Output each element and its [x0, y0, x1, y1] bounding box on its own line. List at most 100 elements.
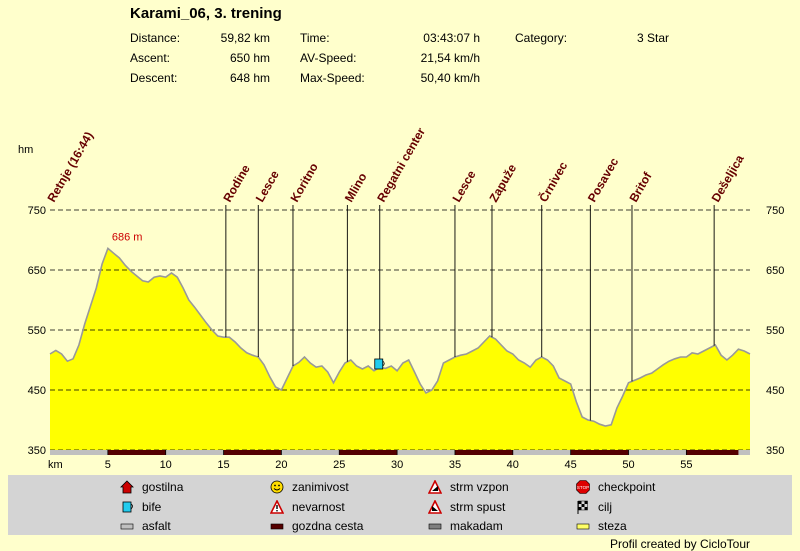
y-tick-label-right: 350 — [766, 445, 784, 457]
waypoint-label: Retnje (16:44) — [44, 129, 95, 204]
y-tick-label-left: 450 — [28, 385, 46, 397]
warning-icon — [269, 499, 285, 514]
stat-value-category: 3 Star — [637, 31, 670, 45]
stat-label-category: Category: — [515, 31, 568, 45]
legend-label: asfalt — [142, 519, 171, 533]
waypoint-label: Zapuže — [486, 161, 519, 204]
waypoint-label: Lesce — [449, 168, 478, 205]
legend-label: steza — [598, 519, 627, 533]
y-tick-label-left: 750 — [28, 205, 46, 217]
waypoint-label: Rodine — [220, 162, 253, 204]
trail-swatch — [576, 519, 590, 533]
max-elevation-label: 686 m — [112, 231, 143, 243]
legend-label: bife — [142, 500, 162, 514]
legend-item-asfalt: asfalt — [120, 518, 171, 534]
legend-item-gostilna: gostilna — [120, 479, 183, 495]
asphalt-swatch — [120, 519, 134, 533]
svg-text:STOP: STOP — [577, 485, 589, 490]
x-tick-label: 25 — [333, 459, 345, 471]
surface-band — [570, 450, 629, 455]
legend-item-nevarnost: nevarnost — [269, 499, 345, 515]
legend-label: cilj — [598, 500, 612, 514]
y-tick-label-left: 350 — [28, 445, 46, 457]
waypoint-label: Črnivec — [535, 159, 570, 205]
stat-value-av-speed: 21,54 km/h — [420, 51, 480, 65]
stat-value-time: 03:43:07 h — [423, 31, 480, 45]
waypoint-label: Posavec — [585, 155, 622, 204]
cup-icon — [120, 500, 134, 514]
surface-band — [223, 450, 282, 455]
x-tick-label: 35 — [449, 459, 461, 471]
stat-value-max-speed: 50,40 km/h — [420, 71, 480, 85]
steep-climb-icon — [427, 479, 443, 494]
y-tick-label-right: 650 — [766, 265, 784, 277]
legend-label: gostilna — [142, 480, 184, 494]
surface-band — [107, 450, 166, 455]
stat-label-ascent: Ascent: — [130, 51, 171, 65]
stat-label-av-speed: AV-Speed: — [300, 51, 357, 65]
legend-label: nevarnost — [292, 500, 345, 514]
waypoint-label: Lesce — [253, 168, 282, 205]
waypoint-label: Koritno — [287, 161, 320, 205]
legend-item-strm-spust: strm spust — [427, 499, 506, 515]
legend-label: zanimivost — [292, 480, 349, 494]
footer-credit: Profil created by CicloTour — [609, 537, 750, 551]
x-tick-label: 50 — [622, 459, 634, 471]
legend: gostilna zanimivost strm vzpon STOP chec… — [8, 475, 792, 535]
y-tick-label-right: 550 — [766, 325, 784, 337]
stop-icon: STOP — [576, 480, 590, 494]
waypoint-label: Regatni center — [374, 125, 428, 204]
legend-label: strm vzpon — [450, 480, 509, 494]
profile-line — [49, 247, 751, 427]
surface-bar — [50, 450, 750, 455]
surface-band — [454, 450, 513, 455]
tour-title: Karami_06, 3. trening — [130, 5, 282, 22]
waypoint-label: Mlino — [342, 170, 370, 204]
cup-handle — [382, 360, 385, 367]
steep-descent-icon — [427, 499, 443, 514]
smiley-icon — [270, 480, 284, 494]
x-tick-label: 10 — [160, 459, 172, 471]
legend-item-strm-vzpon: strm vzpon — [427, 479, 509, 495]
legend-label: checkpoint — [598, 480, 656, 494]
x-tick-label: 15 — [217, 459, 229, 471]
stat-value-descent: 648 hm — [229, 71, 270, 85]
surface-band — [686, 450, 739, 455]
stat-value-ascent: 650 hm — [229, 51, 270, 65]
y-tick-label-left: 550 — [28, 325, 46, 337]
legend-item-checkpoint: STOP checkpoint — [576, 479, 655, 495]
elevation-profile-chart: hm km 750 750 650 650 550 550 450 450 350 350 5 10 15 2… — [18, 125, 784, 471]
x-tick-label: 40 — [507, 459, 519, 471]
x-axis-label: km — [48, 459, 63, 471]
legend-item-zanimivost: zanimivost — [270, 479, 349, 495]
legend-item-gozdna-cesta: gozdna cesta — [270, 518, 363, 534]
stat-label-time: Time: — [300, 31, 330, 45]
legend-label: strm spust — [450, 500, 506, 514]
legend-label: gozdna cesta — [292, 519, 364, 533]
profile-area — [50, 248, 750, 450]
cup-body — [374, 358, 384, 370]
x-tick-label: 20 — [275, 459, 287, 471]
gravel-swatch — [428, 519, 442, 533]
stat-value-distance: 59,82 km — [220, 31, 270, 45]
cup-icon — [374, 358, 385, 370]
x-tick-label: 45 — [565, 459, 577, 471]
waypoint-label: Britof — [626, 169, 655, 205]
stat-label-distance: Distance: — [130, 31, 181, 45]
forest-road-swatch — [270, 519, 284, 533]
legend-item-makadam: makadam — [428, 518, 503, 534]
y-tick-label-left: 650 — [28, 265, 46, 277]
y-tick-label-right: 450 — [766, 385, 784, 397]
y-axis-label: hm — [18, 144, 33, 156]
waypoint-label: Dešeljica — [709, 152, 747, 204]
stat-label-descent: Descent: — [130, 71, 178, 85]
x-tick-label: 5 — [105, 459, 111, 471]
x-tick-label: 55 — [680, 459, 692, 471]
house-icon — [120, 480, 134, 494]
legend-item-cilj: cilj — [576, 499, 612, 515]
legend-item-steza: steza — [576, 518, 627, 534]
surface-band — [339, 450, 398, 455]
legend-label: makadam — [450, 519, 503, 533]
finish-flag-icon — [576, 500, 590, 514]
y-tick-label-right: 750 — [766, 205, 784, 217]
